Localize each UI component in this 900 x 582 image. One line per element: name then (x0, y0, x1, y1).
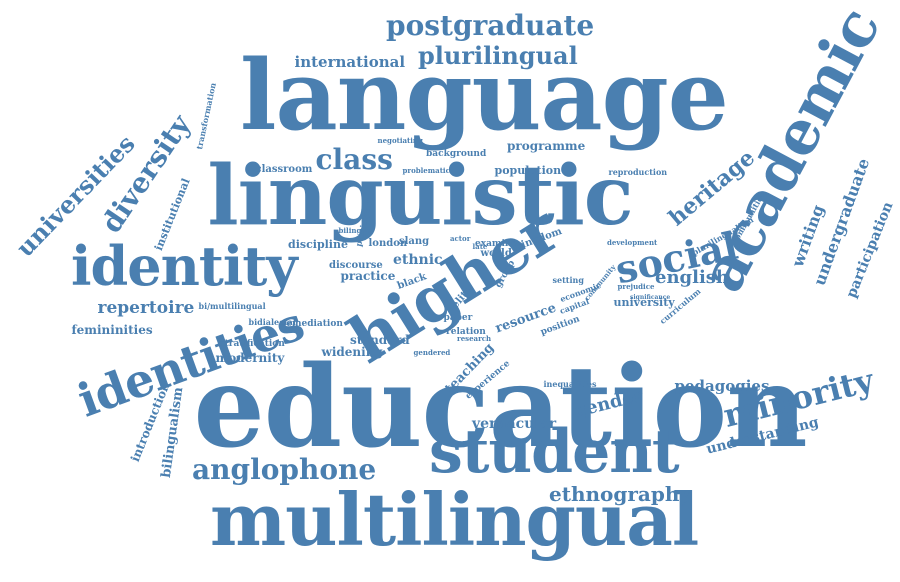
word-transformation: transformation (194, 81, 218, 151)
word-significance: significance (630, 294, 671, 301)
word-international: international (294, 52, 406, 71)
word-reproduction: reproduction (608, 167, 668, 177)
word-class: class (315, 143, 393, 176)
word-inequalities: inequalities (543, 379, 597, 389)
word-negotiating: negotiating (377, 135, 423, 145)
word-university: university (613, 295, 675, 309)
word-paper: paper (443, 312, 473, 323)
word-relation: relation (446, 326, 486, 337)
word-population: population (494, 163, 562, 177)
word-widening: widening (321, 345, 383, 359)
word-modernity: modernity (215, 351, 285, 365)
word-prejudice: prejudice (617, 281, 655, 291)
word-discipline: discipline (288, 237, 348, 251)
word-remediation: remediation (281, 318, 343, 329)
word-discourse: discourse (329, 260, 383, 271)
word-slang: slang (399, 236, 430, 247)
word-vernacular: vernacular (472, 416, 557, 432)
word-language: language (240, 39, 729, 152)
word-linguistic: linguistic (207, 148, 634, 244)
word-english: english (655, 267, 730, 288)
word-standard: standard (350, 333, 410, 347)
word-anglophone: anglophone (192, 453, 377, 486)
word-programme: programme (507, 139, 586, 153)
word-setting: setting (552, 275, 584, 285)
word-femininities: femininities (71, 323, 153, 337)
word-problematic: problematic (402, 165, 450, 175)
word-practice: practice (340, 269, 396, 283)
word-late: late (472, 241, 488, 251)
word-plurilingual: plurilingual (418, 41, 578, 70)
word-gendered: gendered (413, 347, 451, 357)
word-bimultilingual: bi/multilingual (198, 301, 266, 311)
word-student: student (429, 417, 680, 487)
word-postgraduate: postgraduate (386, 9, 595, 42)
word-world: world (480, 248, 512, 259)
word-classroom: classroom (255, 164, 313, 175)
word-research: research (457, 333, 492, 343)
word-repertoire: repertoire (97, 297, 195, 318)
word-examine: examine (475, 238, 518, 249)
word-education: education (193, 342, 808, 473)
word-bilingual: bilingual (338, 225, 374, 235)
word-multilingual: multilingual (210, 477, 699, 562)
word-london: london (368, 238, 408, 249)
word-identity: identity (71, 234, 298, 298)
word-community: community (582, 262, 618, 302)
word-bidialectal: bidialectal (248, 317, 296, 327)
word-ethnography: ethnography (549, 482, 692, 506)
word-ethnic: ethnic (393, 252, 443, 268)
word-stratification: stratification (219, 338, 285, 349)
word-actor: actor (450, 233, 471, 243)
word-pedagogies: pedagogies (674, 376, 770, 395)
word-background: background (426, 148, 487, 159)
word-development: development (607, 237, 658, 247)
